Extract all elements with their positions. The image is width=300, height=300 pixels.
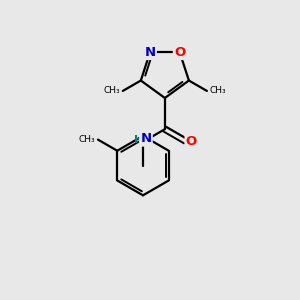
Text: O: O — [186, 135, 197, 148]
Text: CH₃: CH₃ — [79, 135, 96, 144]
Text: N: N — [140, 132, 152, 146]
Text: CH₃: CH₃ — [209, 86, 226, 95]
Text: N: N — [144, 46, 156, 59]
Text: CH₃: CH₃ — [104, 86, 120, 95]
Text: O: O — [174, 46, 185, 59]
Text: H: H — [134, 135, 143, 145]
